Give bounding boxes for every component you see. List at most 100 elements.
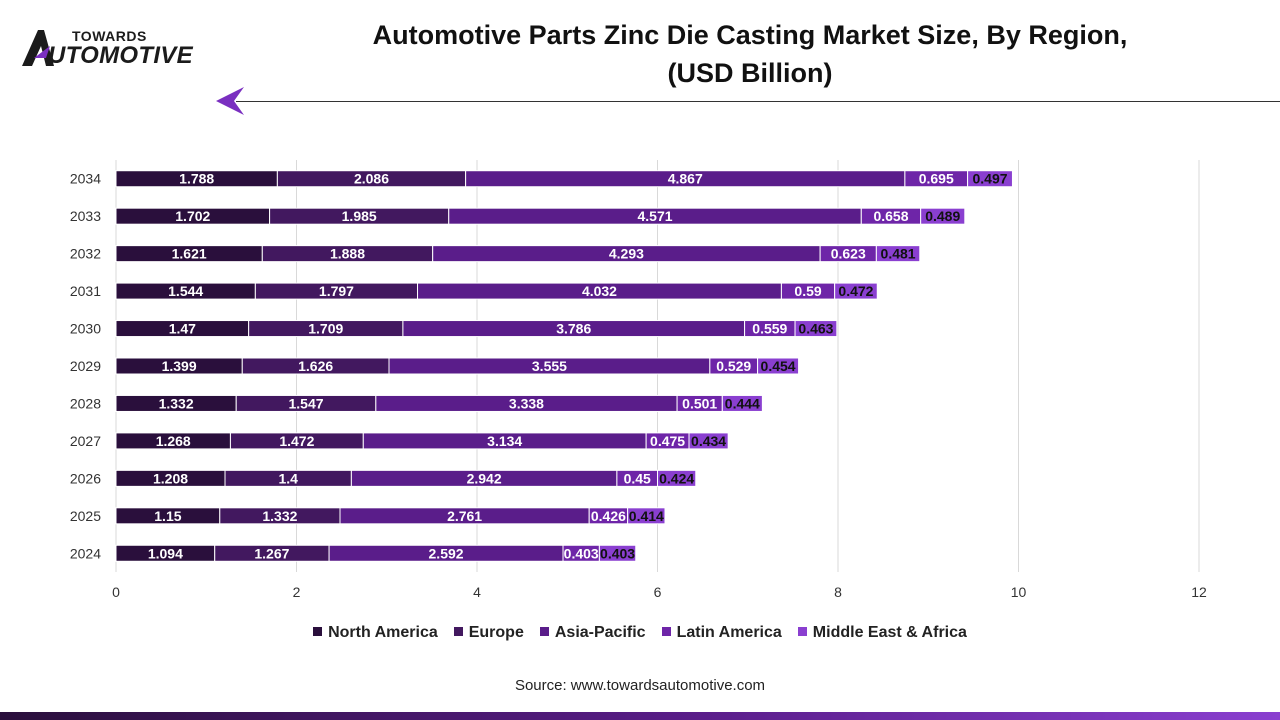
bottom-accent-bar xyxy=(0,712,1280,720)
bar-segment xyxy=(627,507,666,525)
legend-swatch xyxy=(661,627,671,636)
y-category-label: 2024 xyxy=(70,545,101,561)
y-category-label: 2033 xyxy=(70,208,101,224)
source-note: Source: www.towardsautomotive.com xyxy=(514,677,766,694)
data-label: 0.658 xyxy=(873,208,908,224)
legend-label: North America xyxy=(328,624,438,641)
chart-legend: North America Europe Asia-Pacific Latin Ame… xyxy=(0,624,1280,642)
bar-segment xyxy=(967,170,1013,188)
data-label: 0.559 xyxy=(752,321,787,337)
data-label: 0.497 xyxy=(973,171,1008,187)
data-label: 1.544 xyxy=(168,283,203,299)
legend-swatch xyxy=(453,627,463,636)
data-label: 1.399 xyxy=(162,358,197,374)
y-category-label: 2029 xyxy=(70,358,101,374)
legend-label: Middle East & Africa xyxy=(812,624,967,641)
legend-item: North America xyxy=(313,624,438,642)
x-tick-label: 4 xyxy=(473,584,481,600)
data-label: 1.268 xyxy=(156,433,191,449)
data-label: 0.45 xyxy=(624,470,651,486)
data-label: 0.426 xyxy=(591,508,626,524)
data-label: 1.208 xyxy=(153,470,188,486)
bar-segment xyxy=(834,282,878,300)
data-label: 2.086 xyxy=(354,171,389,187)
data-label: 1.15 xyxy=(154,508,181,524)
data-label: 1.985 xyxy=(342,208,377,224)
bar-segment xyxy=(757,357,800,375)
data-label: 0.424 xyxy=(659,470,694,486)
data-label: 0.475 xyxy=(650,433,685,449)
data-label: 3.134 xyxy=(487,433,522,449)
back-arrow-icon xyxy=(216,87,244,115)
stacked-bar-chart: 0 2 4 6 8 10 12 2034 1.788 2.086 4.867 0.695 0.497 20… xyxy=(70,160,1207,600)
legend-label: Asia-Pacific xyxy=(554,624,646,641)
x-tick-label: 6 xyxy=(654,584,662,600)
data-label: 2.592 xyxy=(429,545,464,561)
data-label: 1.4 xyxy=(278,470,298,486)
data-label: 1.472 xyxy=(279,433,314,449)
data-label: 1.702 xyxy=(175,208,210,224)
chart-title-line2: (USD Billion) xyxy=(667,58,833,88)
legend-item: Asia-Pacific xyxy=(539,624,646,642)
data-label: 3.786 xyxy=(556,321,591,337)
data-label: 1.888 xyxy=(330,246,365,262)
data-label: 0.444 xyxy=(725,395,760,411)
legend-item: Europe xyxy=(453,624,524,642)
data-label: 1.709 xyxy=(308,321,343,337)
data-label: 1.621 xyxy=(172,246,207,262)
data-label: 1.332 xyxy=(262,508,297,524)
x-tick-label: 8 xyxy=(834,584,842,600)
data-label: 1.626 xyxy=(298,358,333,374)
data-label: 0.472 xyxy=(838,283,873,299)
y-category-label: 2030 xyxy=(70,321,101,337)
brand-line1: TOWARDS xyxy=(72,28,147,44)
data-label: 1.267 xyxy=(254,545,289,561)
data-label: 1.47 xyxy=(169,321,196,337)
legend-label: Europe xyxy=(468,624,524,641)
bar-segment xyxy=(875,245,921,263)
legend-item: Middle East & Africa xyxy=(797,624,967,642)
data-label: 0.489 xyxy=(925,208,960,224)
data-label: 0.501 xyxy=(682,395,717,411)
y-category-label: 2025 xyxy=(70,508,101,524)
data-label: 1.797 xyxy=(319,283,354,299)
data-label: 0.529 xyxy=(716,358,751,374)
data-label: 0.59 xyxy=(794,283,821,299)
bar-segment xyxy=(688,432,729,450)
y-category-label: 2028 xyxy=(70,395,101,411)
data-label: 0.623 xyxy=(831,246,866,262)
x-tick-label: 12 xyxy=(1191,584,1207,600)
brand-logo: TOWARDS UTOMOTIVE xyxy=(20,26,230,72)
data-label: 3.555 xyxy=(532,358,567,374)
data-label: 4.032 xyxy=(582,283,617,299)
legend-swatch xyxy=(313,627,323,636)
legend-item: Latin America xyxy=(661,624,782,642)
x-tick-label: 10 xyxy=(1011,584,1027,600)
data-label: 4.571 xyxy=(637,208,672,224)
data-label: 2.942 xyxy=(467,470,502,486)
data-label: 1.332 xyxy=(159,395,194,411)
x-tick-label: 0 xyxy=(112,584,120,600)
data-label: 0.434 xyxy=(691,433,726,449)
header-divider xyxy=(236,101,1280,102)
bar-segment xyxy=(657,469,697,487)
brand-line2: UTOMOTIVE xyxy=(48,42,193,69)
y-category-label: 2027 xyxy=(70,433,101,449)
data-label: 0.695 xyxy=(919,171,954,187)
data-label: 0.403 xyxy=(564,545,599,561)
data-label: 2.761 xyxy=(447,508,482,524)
data-label: 4.867 xyxy=(668,171,703,187)
data-label: 3.338 xyxy=(509,395,544,411)
data-label: 0.481 xyxy=(881,246,916,262)
data-label: 4.293 xyxy=(609,246,644,262)
chart-title: Automotive Parts Zinc Die Casting Market… xyxy=(300,16,1200,92)
data-label: 1.547 xyxy=(288,395,323,411)
bar-segment xyxy=(794,320,838,338)
y-category-label: 2026 xyxy=(70,470,101,486)
legend-swatch xyxy=(797,627,807,636)
data-label: 1.788 xyxy=(179,171,214,187)
data-label: 0.463 xyxy=(798,321,833,337)
bar-segment xyxy=(721,394,763,412)
legend-label: Latin America xyxy=(676,624,782,641)
